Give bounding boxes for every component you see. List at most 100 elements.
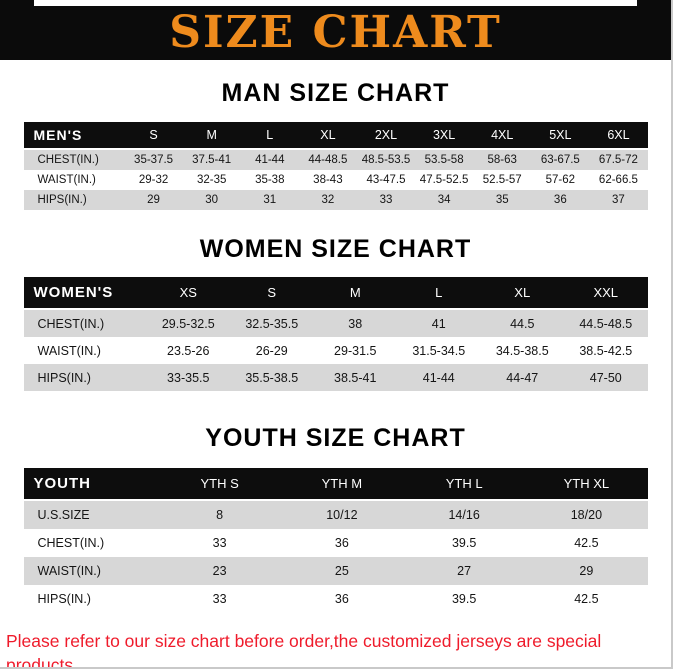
size-value-cell: 8 [216,507,224,522]
row-label-cell: U.S.SIZE [37,507,90,522]
size-column-header: 5XL [531,121,590,150]
measurement-row: U.S.SIZE 8 10/12 14/16 18/20 [23,499,648,529]
size-value-cell: 44.5 [510,316,535,331]
size-value-cell: 38.5-42.5 [579,343,633,358]
measurement-row: WAIST(IN.) 23.5-26 26-29 29-31.5 31.5-34.5 34… [23,337,648,364]
header-row: WOMEN'S XS S M L XL XXL [23,277,648,310]
size-column-header: 2XL [356,121,416,150]
measurement-row: WAIST(IN.) 29-32 32-35 35-38 38-43 43-47.5 47.… [23,169,648,190]
size-value-cell: 63-67.5 [540,153,580,166]
size-value-cell: 29.5-32.5 [161,316,215,331]
size-value-cell: 14/16 [448,507,480,522]
size-value-cell: 35 [495,193,509,206]
measurement-row: HIPS(IN.) 29 30 31 32 33 34 35 36 37 [23,189,648,210]
size-value-cell: 36 [334,535,349,550]
size-column-header: S [124,121,183,150]
size-value-cell: 41-44 [422,370,455,385]
size-column-header: XS [146,277,230,310]
size-value-cell: 44-48.5 [308,153,348,166]
size-column-header: YTH S [158,467,281,501]
row-label-cell: WAIST(IN.) [37,563,101,578]
size-value-cell: 44-47 [506,370,539,385]
table-title-cell: YOUTH [23,467,159,501]
size-value-cell: 31 [263,193,277,206]
header-row: YOUTH YTH S YTH M YTH L YTH XL [23,467,648,501]
row-label-cell: HIPS(IN.) [37,193,87,206]
corner-decoration-left [0,0,34,34]
size-value-cell: 30 [205,193,219,206]
row-label-cell: WAIST(IN.) [37,173,96,186]
size-column-header: L [240,121,299,150]
size-value-cell: 36 [553,193,567,206]
womens-section-heading: WOMEN SIZE CHART [199,234,472,263]
table-title-cell: MEN'S [23,121,125,150]
size-value-cell: 33 [212,591,227,606]
size-value-cell: 33 [379,193,393,206]
size-value-cell: 23 [212,563,227,578]
size-value-cell: 57-62 [545,173,576,186]
size-value-cell: 26-29 [255,343,288,358]
size-value-cell: 34 [437,193,451,206]
size-column-header: YTH M [280,467,403,501]
size-value-cell: 29 [579,563,594,578]
size-value-cell: 41 [431,316,446,331]
size-value-cell: 38 [348,316,363,331]
measurement-row: CHEST(IN.) 35-37.5 37.5-41 41-44 44-48.5 48.5… [23,148,648,170]
size-value-cell: 44.5-48.5 [579,316,633,331]
notice-line-1: Please refer to our size chart before or… [6,630,602,669]
size-value-cell: 29-31.5 [334,343,377,358]
size-value-cell: 33 [212,535,227,550]
size-column-header: 3XL [415,121,474,150]
measurement-row: HIPS(IN.) 33-35.5 35.5-38.5 38.5-41 41-44 44-… [23,364,648,391]
size-value-cell: 39.5 [451,535,477,550]
size-column-header: S [230,277,314,310]
size-value-cell: 37.5-41 [192,153,232,166]
row-label-cell: CHEST(IN.) [37,316,105,331]
size-value-cell: 42.5 [574,591,599,606]
size-value-cell: 34.5-38.5 [495,343,549,358]
size-column-header: M [313,277,397,310]
size-column-header: L [397,277,481,310]
size-column-header: M [182,121,241,150]
size-value-cell: 31.5-34.5 [412,343,466,358]
size-value-cell: 58-63 [487,153,517,166]
size-value-cell: 37 [612,193,625,206]
size-value-cell: 39.5 [451,591,477,606]
size-value-cell: 23.5-26 [167,343,210,358]
row-label-cell: CHEST(IN.) [37,153,99,166]
size-value-cell: 18/20 [570,507,603,522]
youth-section-heading: YOUTH SIZE CHART [205,424,466,452]
size-value-cell: 38.5-41 [334,370,377,385]
size-value-cell: 33-35.5 [167,370,210,385]
size-column-header: YTH L [403,467,526,501]
size-value-cell: 36 [334,591,349,606]
size-value-cell: 32 [321,193,335,206]
size-chart-title: SIZE CHART [169,7,502,58]
measurement-row: CHEST(IN.) 29.5-32.5 32.5-35.5 38 41 44.5 44.5… [23,309,648,337]
womens-size-section: WOMEN SIZE CHART WOMEN'S XS S M L XL XXL CHEST(… [0,234,671,391]
corner-decoration-right [637,0,671,34]
size-column-header: 4XL [473,121,532,150]
size-value-cell: 43-47.5 [366,173,406,186]
size-value-cell: 29 [147,193,160,206]
youth-size-table: YOUTH YTH S YTH M YTH L YTH XL U.S.SIZE 8 10/12… [23,467,648,613]
size-value-cell: 32.5-35.5 [245,316,299,331]
size-value-cell: 47-50 [589,370,622,385]
order-notice: Please refer to our size chart before or… [6,629,665,669]
row-label-cell: HIPS(IN.) [37,370,91,385]
size-value-cell: 48.5-53.5 [361,153,411,166]
header-row: MEN'S S M L XL 2XL 3XL 4XL 5XL 6XL [23,121,648,150]
size-column-header: XL [298,121,357,150]
mens-size-section: MAN SIZE CHART MEN'S S M L XL 2XL 3XL 4XL 5XL 6XL… [0,79,671,210]
mens-section-heading: MAN SIZE CHART [221,79,450,107]
table-title-cell: WOMEN'S [23,277,147,310]
row-label-cell: HIPS(IN.) [37,591,91,606]
size-value-cell: 38-43 [313,173,343,186]
size-column-header: YTH XL [525,467,648,501]
womens-size-table: WOMEN'S XS S M L XL XXL CHEST(IN.) 29.5-32.5 32.5… [23,277,648,391]
size-value-cell: 62-66.5 [598,173,638,186]
size-value-cell: 27 [457,563,472,578]
measurement-row: WAIST(IN.) 23 25 27 29 [23,556,648,585]
size-value-cell: 10/12 [326,507,358,522]
